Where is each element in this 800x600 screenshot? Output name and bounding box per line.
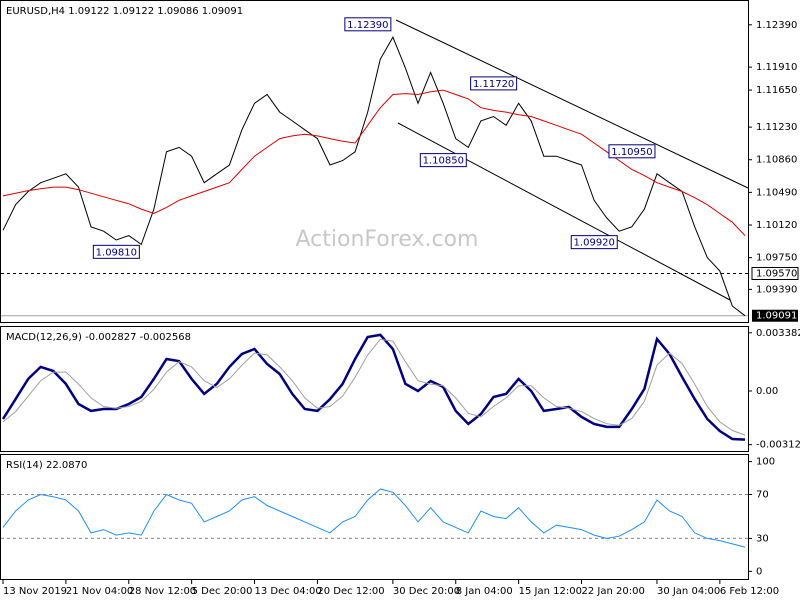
y-tick-label: 70 (756, 490, 769, 501)
annotation-label: 1.11720 (473, 79, 514, 90)
annotation-label: 1.09810 (96, 247, 137, 258)
y-tick-label: 0.00 (756, 386, 778, 397)
x-tick-label: 20 Dec 12:00 (317, 586, 384, 597)
annotation-box (608, 144, 656, 159)
series-line (2, 338, 746, 436)
y-tick-label: -0.003122 (756, 440, 800, 451)
pane-title: EURUSD,H4 1.09122 1.09122 1.09086 1.0909… (6, 6, 243, 17)
x-tick-label: 8 Jan 04:00 (456, 586, 513, 597)
y-tick-label: 1.11910 (756, 62, 797, 73)
y-tick-label: 0.003382 (756, 328, 800, 339)
x-tick-label: 28 Nov 12:00 (129, 586, 196, 597)
channel-lower (397, 122, 731, 301)
price-tag (751, 266, 799, 280)
series-line (2, 36, 746, 317)
y-tick-label: 1.10860 (756, 155, 797, 166)
series-line (2, 89, 746, 236)
y-tick-label: 1.09390 (756, 284, 797, 295)
y-tick-label: 30 (756, 533, 769, 544)
price-tag (752, 309, 798, 322)
x-tick-label: 30 Dec 20:00 (393, 586, 460, 597)
y-tick-label: 1.11230 (756, 122, 797, 133)
y-tick-label: 100 (756, 457, 775, 468)
annotation-label: 1.10850 (423, 156, 464, 167)
x-tick-label: 22 Jan 20:00 (582, 586, 645, 597)
x-tick-label: 30 Jan 04:00 (657, 586, 720, 597)
macd-frame (0, 326, 749, 452)
rsi-frame (0, 454, 749, 580)
annotation-box (470, 76, 518, 91)
x-tick-label: 21 Nov 04:00 (66, 586, 133, 597)
watermark: ActionForex.com (296, 227, 479, 252)
price-tag-label: 1.09570 (756, 268, 797, 279)
pane-title: RSI(14) 22.0870 (6, 460, 87, 471)
annotation-box (344, 17, 392, 32)
annotation-box (92, 244, 140, 259)
annotation-label: 1.12390 (347, 20, 388, 31)
price-frame (0, 0, 749, 323)
x-tick-label: 5 Dec 20:00 (192, 586, 253, 597)
price-tag-label: 1.09091 (756, 311, 797, 322)
annotation-box (419, 153, 467, 168)
annotation-box (570, 235, 618, 250)
annotation-label: 1.10950 (611, 147, 652, 158)
y-tick-label: 0 (756, 566, 762, 577)
annotation-label: 1.09920 (574, 238, 615, 249)
y-tick-label: 1.10120 (756, 220, 797, 231)
x-tick-label: 13 Dec 04:00 (255, 586, 322, 597)
y-tick-label: 1.12390 (756, 20, 797, 31)
y-tick-label: 1.10490 (756, 187, 797, 198)
x-tick-label: 6 Feb 12:00 (720, 586, 779, 597)
x-tick-label: 13 Nov 2019 (3, 586, 67, 597)
x-tick-label: 15 Jan 12:00 (519, 586, 582, 597)
pane-title: MACD(12,26,9) -0.002827 -0.002568 (6, 332, 191, 343)
y-tick-label: 1.11650 (756, 85, 797, 96)
series-line (2, 488, 746, 548)
y-tick-label: 1.09750 (756, 253, 797, 264)
channel-upper (395, 19, 749, 189)
